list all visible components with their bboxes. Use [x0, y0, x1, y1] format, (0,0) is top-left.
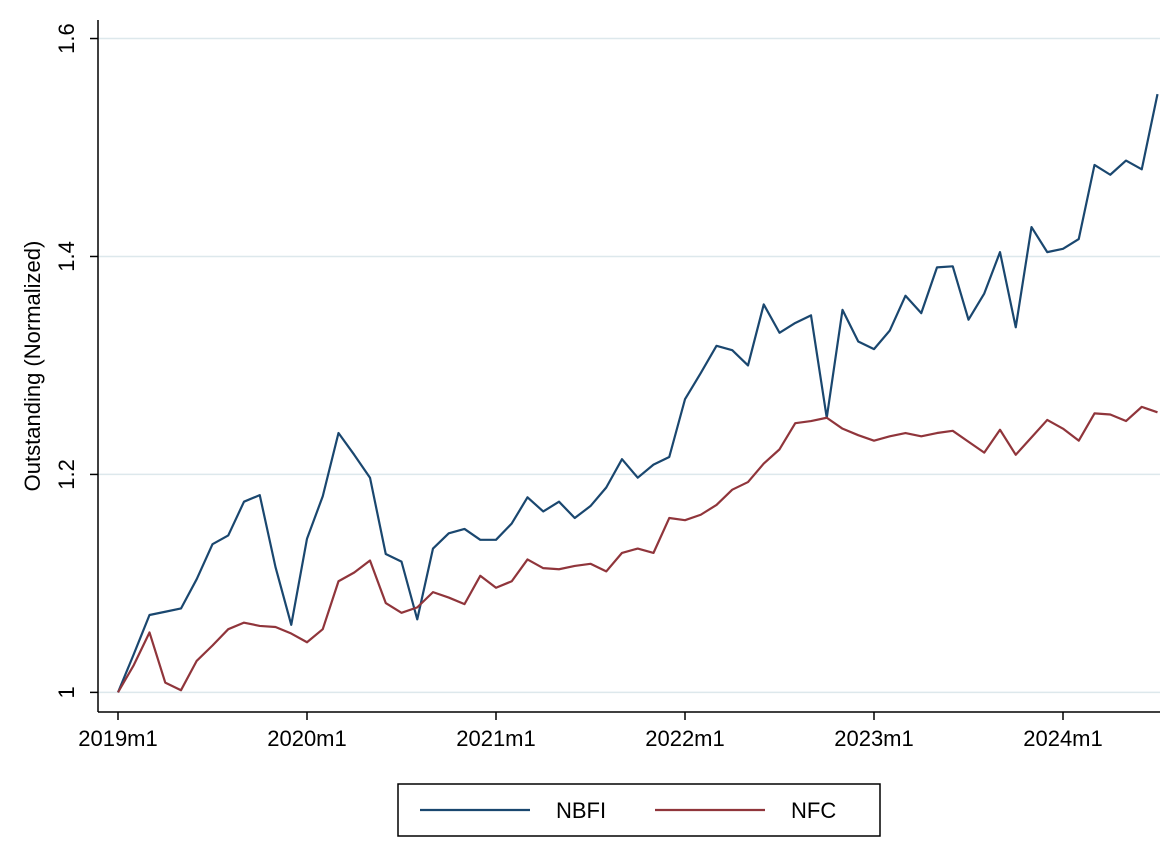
x-tick-label: 2019m1 — [78, 726, 158, 751]
y-axis-label: Outstanding (Normalized) — [20, 241, 45, 492]
y-tick-label: 1.4 — [54, 241, 79, 272]
x-tick-label: 2024m1 — [1023, 726, 1103, 751]
legend-label: NFC — [791, 798, 836, 823]
x-tick-label: 2020m1 — [267, 726, 347, 751]
series-line — [116, 93, 1159, 693]
series-line — [117, 405, 1158, 693]
y-tick-label: 1.6 — [54, 23, 79, 54]
x-tick-label: 2022m1 — [645, 726, 725, 751]
legend-label: NBFI — [556, 798, 606, 823]
y-tick-label: 1 — [54, 686, 79, 698]
y-tick-label: 1.2 — [54, 459, 79, 490]
x-tick-label: 2021m1 — [456, 726, 536, 751]
x-tick-label: 2023m1 — [834, 726, 914, 751]
